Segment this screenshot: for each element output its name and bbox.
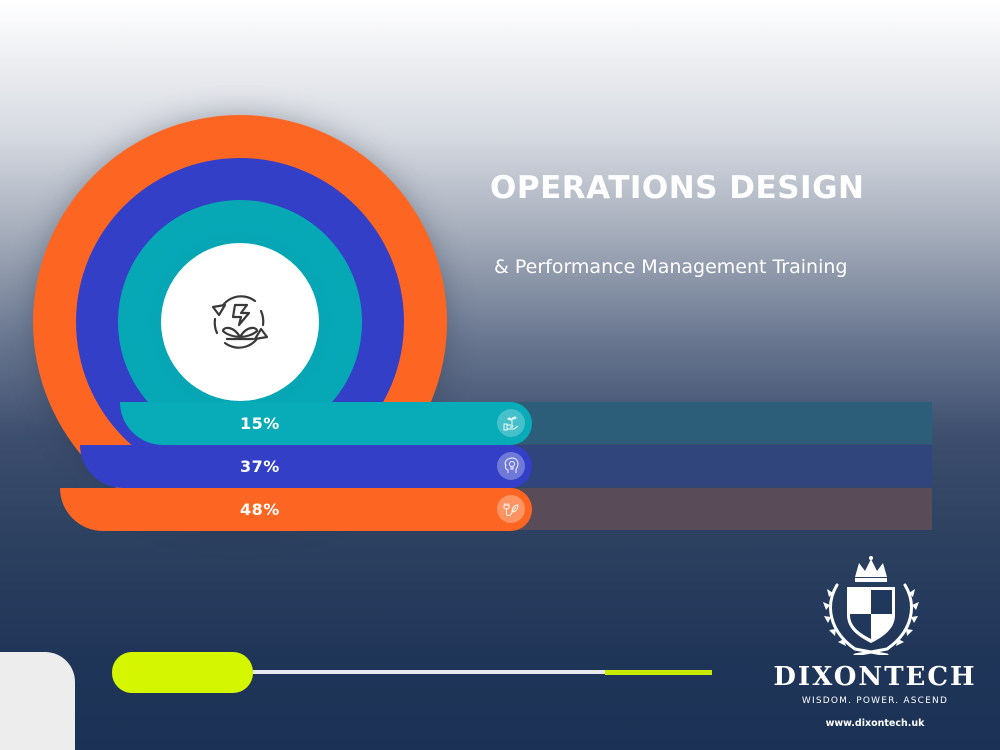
page-subtitle: & Performance Management Training [494,256,848,278]
bar-label-48: 48% [240,500,280,519]
decorative-lime-pill [112,652,253,693]
brand-name: DIXONTECH [773,662,977,692]
bar-track-1 [500,402,932,444]
hand-with-plant-icon [497,409,525,437]
decorative-line [253,670,605,674]
decorative-corner-block [0,652,75,750]
chart-center-circle [161,243,319,401]
page-title: OPERATIONS DESIGN [490,170,865,206]
bar-48 [240,488,532,531]
bar-track-3 [500,488,932,530]
bar-37 [240,445,532,488]
renewable-energy-cycle-icon [211,295,269,349]
bar-fill-2 [80,445,250,488]
brand-tagline: WISDOM. POWER. ASCEND [801,696,949,706]
dixontech-crest-logo-icon [823,556,919,655]
bar-15 [240,402,532,445]
decorative-line-accent [605,670,712,675]
brand-url-link[interactable]: www.dixontech.uk [825,718,925,729]
bar-fill-1 [120,402,250,445]
bar-track-2 [500,445,932,487]
plug-leaf-icon [497,495,525,523]
bar-label-37: 37% [240,457,280,476]
head-lightbulb-icon [497,452,525,480]
bar-fill-3 [60,488,250,531]
bar-label-15: 15% [240,414,280,433]
